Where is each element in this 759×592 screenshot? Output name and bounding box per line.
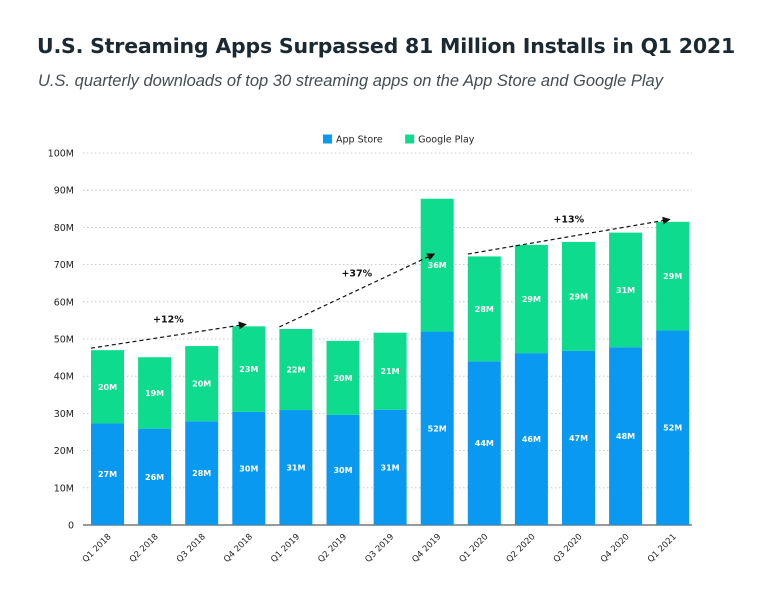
y-tick-label: 30M (54, 409, 74, 420)
data-label: 31M (616, 286, 635, 295)
data-label: 28M (475, 305, 494, 314)
x-tick-label: Q3 2018 (175, 532, 208, 565)
data-label: 47M (569, 434, 588, 443)
bar-app-store (185, 421, 219, 525)
data-label: 31M (381, 463, 400, 472)
y-tick-label: 100M (48, 149, 74, 160)
x-tick-label: Q4 2020 (599, 532, 632, 565)
data-label: 21M (381, 367, 400, 376)
x-tick-label: Q1 2021 (646, 532, 679, 565)
chart-title: U.S. Streaming Apps Surpassed 81 Million… (37, 34, 736, 58)
data-label: 36M (428, 261, 447, 270)
legend-label: Google Play (418, 135, 475, 146)
bar-google-play (373, 332, 407, 410)
bar-google-play (467, 256, 501, 362)
y-axis: 0 10M 20M 30M 40M 50M 60M 70M 80M 90M 100M (48, 149, 74, 532)
x-tick-label: Q4 2018 (222, 532, 255, 565)
legend: App Store Google Play (323, 134, 475, 146)
x-tick-label: Q1 2018 (81, 532, 114, 565)
legend-swatch-app-store (323, 134, 332, 144)
data-label: 28M (192, 469, 211, 478)
bar-app-store (420, 331, 454, 525)
growth-label: +37% (341, 269, 372, 280)
bar-google-play (609, 232, 643, 348)
data-label: 20M (98, 383, 117, 392)
bar-app-store (326, 414, 360, 525)
data-label: 52M (428, 424, 447, 433)
bar-app-store (138, 428, 172, 525)
y-tick-label: 10M (54, 483, 74, 494)
growth-label: +12% (153, 314, 184, 325)
x-tick-label: Q3 2019 (363, 532, 396, 565)
bar-app-store (609, 347, 643, 525)
growth-arrow (467, 216, 671, 255)
data-label: 22M (286, 366, 305, 375)
growth-annotations: +12% +37% +13% (90, 215, 671, 349)
data-label: 29M (522, 295, 541, 304)
y-tick-label: 60M (54, 297, 74, 308)
legend-label: App Store (336, 135, 383, 146)
y-tick-label: 70M (54, 260, 74, 271)
bar-google-play (420, 198, 454, 332)
bar-google-play (91, 350, 124, 424)
y-tick-label: 40M (54, 372, 74, 383)
bar-app-store (91, 423, 124, 525)
data-label: 19M (145, 389, 164, 398)
bar-google-play (514, 244, 548, 354)
bar-google-play (656, 221, 690, 331)
data-label: 48M (616, 432, 635, 441)
x-axis: Q1 2018 Q2 2018 Q3 2018 Q4 2018 Q1 2019 Q2 20… (81, 532, 679, 565)
bar-app-store (467, 361, 501, 525)
data-label: 44M (475, 439, 494, 448)
chart-subtitle: U.S. quarterly downloads of top 30 strea… (38, 72, 663, 90)
y-tick-label: 90M (54, 186, 74, 197)
bar-app-store (562, 350, 595, 525)
bar-app-store (656, 330, 690, 525)
growth-label: +13% (553, 215, 584, 226)
bars (91, 198, 690, 525)
data-label: 26M (145, 473, 164, 482)
y-tick-label: 0 (68, 521, 74, 532)
x-tick-label: Q1 2019 (269, 532, 302, 565)
data-label: 27M (98, 470, 117, 479)
data-label: 29M (569, 292, 588, 301)
bar-google-play (138, 357, 172, 429)
y-tick-label: 50M (54, 335, 74, 346)
bar-app-store (232, 411, 266, 525)
bar-google-play (326, 340, 360, 415)
data-label: 31M (286, 464, 305, 473)
x-tick-label: Q2 2019 (316, 532, 349, 565)
data-label: 30M (333, 466, 352, 475)
growth-arrow (90, 321, 247, 349)
data-label: 29M (663, 272, 682, 281)
bar-google-play (562, 241, 595, 351)
data-label: 20M (192, 380, 211, 389)
x-tick-label: Q3 2020 (552, 532, 585, 565)
bar-app-store (279, 410, 313, 525)
data-label: 30M (239, 464, 258, 473)
bar-google-play (232, 326, 266, 412)
data-label: 23M (239, 365, 258, 374)
x-tick-label: Q4 2019 (410, 532, 443, 565)
x-tick-label: Q2 2020 (505, 532, 538, 565)
growth-arrow (279, 253, 436, 328)
data-label: 46M (522, 435, 541, 444)
bar-app-store (373, 409, 407, 525)
x-tick-label: Q2 2018 (128, 532, 161, 565)
data-label: 20M (333, 374, 352, 383)
bar-google-play (279, 328, 313, 411)
bar-google-play (185, 346, 219, 422)
bar-app-store (514, 353, 548, 525)
x-tick-label: Q1 2020 (458, 532, 491, 565)
bar-labels: 27M 20M 26M 19M 28M 20M 30M 23M 31M 22M 30M 20M 31M 2… (98, 261, 682, 482)
y-tick-label: 20M (54, 446, 74, 457)
legend-swatch-google-play (405, 134, 415, 144)
y-tick-label: 80M (54, 223, 74, 234)
data-label: 52M (663, 424, 682, 433)
